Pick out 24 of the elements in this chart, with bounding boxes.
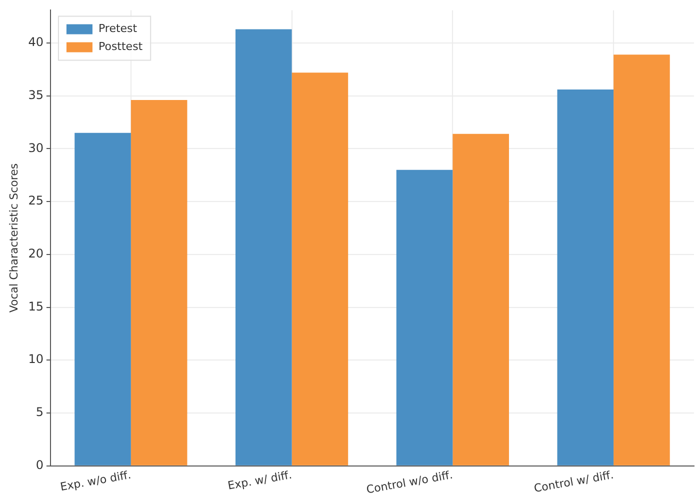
y-tick-label: 15 [28, 299, 44, 314]
x-tick-label: Exp. w/o diff. [59, 468, 132, 494]
y-tick-label: 5 [36, 405, 44, 420]
y-tick-label: 10 [28, 352, 44, 366]
bar [452, 134, 509, 466]
y-tick-label: 40 [28, 35, 44, 50]
y-tick-label: 35 [28, 88, 44, 102]
bar [235, 29, 292, 466]
y-tick-label: 30 [28, 140, 44, 155]
legend-label: Posttest [98, 40, 144, 54]
y-axis-title: Vocal Characteristic Scores [7, 163, 20, 313]
y-tick-label: 0 [36, 458, 44, 472]
x-tick-label: Exp. w/ diff. [226, 468, 293, 492]
bar [396, 170, 453, 466]
bar [130, 100, 188, 466]
bar [557, 89, 614, 466]
bar [292, 72, 348, 466]
y-tick-label: 20 [28, 246, 44, 261]
x-tick-label: Control w/ diff. [532, 468, 615, 496]
x-tick-label: Control w/o diff. [365, 468, 454, 496]
bar [614, 54, 670, 466]
y-tick-label: 25 [28, 194, 44, 208]
bar [74, 132, 131, 466]
legend-label: Pretest [98, 22, 138, 36]
